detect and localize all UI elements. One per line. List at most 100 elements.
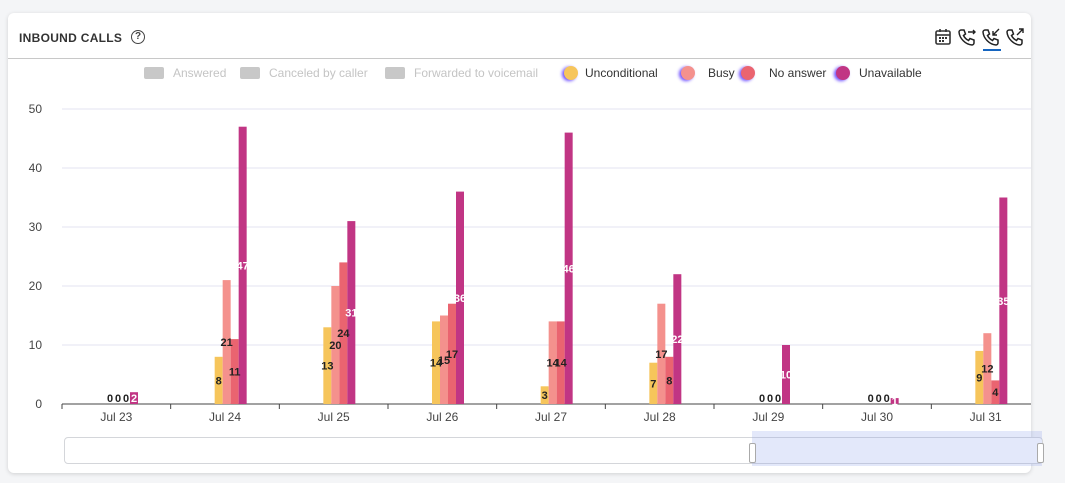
data-label: 22 <box>671 334 683 346</box>
y-tick-label: 50 <box>29 102 43 116</box>
x-tick-label: Jul 30 <box>861 410 893 423</box>
data-label: 21 <box>221 337 233 349</box>
bar-no-answer <box>665 356 674 404</box>
bar-unconditional <box>540 386 549 404</box>
data-label: 7 <box>650 378 656 390</box>
legend-label: No answer <box>769 66 827 80</box>
data-label: 0 <box>115 393 121 405</box>
x-tick-label: Jul 31 <box>970 410 1002 423</box>
bar-busy <box>222 280 231 404</box>
data-label: 9 <box>976 372 982 384</box>
bar-no-answer <box>339 262 348 404</box>
bar-unconditional <box>975 350 984 404</box>
bar-busy <box>331 286 340 404</box>
legend-swatch <box>564 66 578 80</box>
data-label: 2 <box>131 393 137 405</box>
data-label: 0 <box>767 393 773 405</box>
y-tick-label: 30 <box>29 220 43 234</box>
bar-unavailable <box>564 132 573 404</box>
x-tick-label: Jul 26 <box>426 410 458 423</box>
data-label: 20 <box>329 340 341 352</box>
phone-incoming-icon[interactable] <box>981 27 1001 51</box>
y-tick-label: 40 <box>29 161 43 175</box>
bar-busy <box>657 303 666 404</box>
legend-swatch <box>681 66 695 80</box>
legend-label: Unavailable <box>859 66 922 80</box>
bar-unavailable <box>238 126 247 404</box>
data-label: 36 <box>454 293 466 305</box>
legend-swatch <box>144 67 164 79</box>
bar-unavailable <box>130 392 138 404</box>
bar-unavailable <box>673 274 682 404</box>
data-label: 14 <box>430 358 443 370</box>
data-label: 47 <box>237 260 249 272</box>
bar-unavailable <box>456 191 464 404</box>
data-label: 14 <box>555 358 568 370</box>
data-label: 0 <box>107 393 113 405</box>
bar-unconditional <box>649 362 658 404</box>
bar-unavailable <box>347 221 356 404</box>
legend-label: Busy <box>708 66 735 80</box>
bar-unconditional <box>432 321 440 404</box>
data-label: 3 <box>542 390 548 402</box>
x-tick-label: Jul 23 <box>100 410 132 423</box>
range-handle-left[interactable] <box>749 443 756 463</box>
toolbar <box>933 27 1025 51</box>
data-label: 15 <box>438 355 450 367</box>
legend-swatch <box>385 67 405 79</box>
data-label: 35 <box>997 296 1009 308</box>
inbound-calls-card: INBOUND CALLS ? Answered Canceled by cal… <box>8 13 1044 473</box>
data-label: 0 <box>759 393 765 405</box>
bar-unavailable <box>999 197 1008 404</box>
legend-label: Answered <box>173 66 227 80</box>
phone-transfer-icon[interactable] <box>957 27 977 47</box>
data-label: 0 <box>123 393 129 405</box>
bar-no-answer <box>230 339 239 404</box>
bar-no-answer <box>448 303 456 404</box>
data-label: 4 <box>992 387 999 399</box>
data-label: 14 <box>547 358 560 370</box>
card-header: INBOUND CALLS ? <box>8 13 1031 59</box>
bar-no-answer <box>556 321 565 404</box>
y-tick-label: 0 <box>35 397 42 411</box>
data-label: 13 <box>321 361 333 373</box>
bar-no-answer <box>991 380 1000 404</box>
range-selection[interactable] <box>752 431 1042 466</box>
range-handle-right[interactable] <box>1037 443 1044 463</box>
data-label: 8 <box>666 375 672 387</box>
data-label: 12 <box>981 364 993 376</box>
calendar-icon[interactable] <box>933 27 953 47</box>
data-label: 0 <box>876 393 882 405</box>
data-label: 31 <box>345 308 357 320</box>
legend-label: Unconditional <box>585 66 658 80</box>
legend-label: Forwarded to voicemail <box>414 66 539 80</box>
data-label: 0 <box>775 393 781 405</box>
y-tick-label: 10 <box>29 338 43 352</box>
bar-busy <box>548 321 557 404</box>
y-tick-label: 20 <box>29 279 43 293</box>
phone-outgoing-icon[interactable] <box>1005 27 1025 47</box>
widget-title: INBOUND CALLS <box>19 31 123 45</box>
bar-unavailable <box>782 345 790 404</box>
x-tick-label: Jul 25 <box>318 410 350 423</box>
bar-busy <box>983 333 992 404</box>
x-tick-label: Jul 27 <box>535 410 567 423</box>
data-label: 0 <box>884 393 890 405</box>
help-icon[interactable]: ? <box>131 30 145 44</box>
x-tick-label: Jul 24 <box>209 410 241 423</box>
legend-swatch <box>836 66 850 80</box>
x-tick-label: Jul 28 <box>644 410 676 423</box>
data-label: 10 <box>780 370 792 382</box>
data-label: 0 <box>868 393 874 405</box>
bar-busy <box>440 315 448 404</box>
data-label: 17 <box>446 349 458 361</box>
data-label: 8 <box>216 375 222 387</box>
legend-swatch <box>741 66 755 80</box>
legend-label: Canceled by caller <box>269 66 368 80</box>
bar-unavailable <box>890 398 899 404</box>
bar-unconditional <box>214 356 223 404</box>
range-scroller[interactable] <box>64 437 1043 464</box>
legend-swatch <box>240 67 260 79</box>
data-label: 11 <box>229 367 241 379</box>
